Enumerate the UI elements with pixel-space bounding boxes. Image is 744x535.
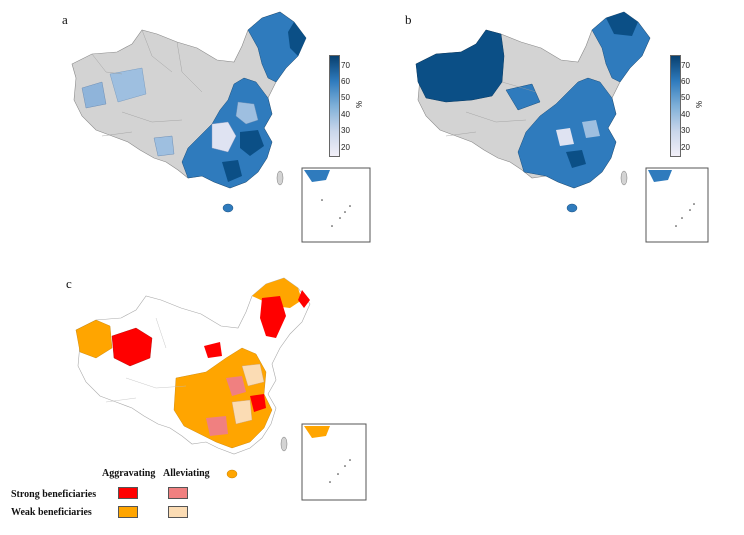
map-a [71, 11, 307, 213]
inset-b-islands [645, 167, 709, 243]
panel-c-label: c [66, 276, 72, 291]
colorbar-b-tick: 70 [681, 61, 690, 70]
colorbar-b-tick: 20 [681, 143, 690, 152]
panel-b-label: b [405, 12, 412, 27]
inset-c-islands [301, 423, 367, 501]
legend-col-aggravating: Aggravating [102, 468, 156, 479]
legend-swatch-weak-alleviating [168, 506, 188, 518]
colorbar-a-tick: 30 [341, 126, 350, 135]
colorbar-b-unit: % [694, 100, 704, 109]
colorbar-a-tick: 50 [341, 93, 350, 102]
legend-row-weak: Weak beneficiaries [11, 507, 92, 518]
colorbar-a-tick: 40 [341, 110, 350, 119]
legend-swatch-strong-aggravating [118, 487, 138, 499]
colorbar-b-tick: 60 [681, 77, 690, 86]
map-b [415, 11, 651, 213]
legend-swatch-strong-alleviating [168, 487, 188, 499]
colorbar-b [670, 55, 681, 157]
colorbar-a [329, 55, 340, 157]
legend-swatch-weak-aggravating [118, 506, 138, 518]
colorbar-b-tick: 30 [681, 126, 690, 135]
inset-a-islands [301, 167, 371, 243]
legend-row-strong: Strong beneficiaries [11, 489, 97, 500]
panel-a-label: a [62, 12, 68, 27]
colorbar-a-tick: 20 [341, 143, 350, 152]
map-c [75, 277, 311, 479]
colorbar-a-tick: 70 [341, 61, 350, 70]
legend-col-alleviating: Alleviating [163, 468, 210, 479]
colorbar-b-tick: 50 [681, 93, 690, 102]
colorbar-a-unit: % [354, 100, 364, 109]
colorbar-a-tick: 60 [341, 77, 350, 86]
colorbar-b-tick: 40 [681, 110, 690, 119]
